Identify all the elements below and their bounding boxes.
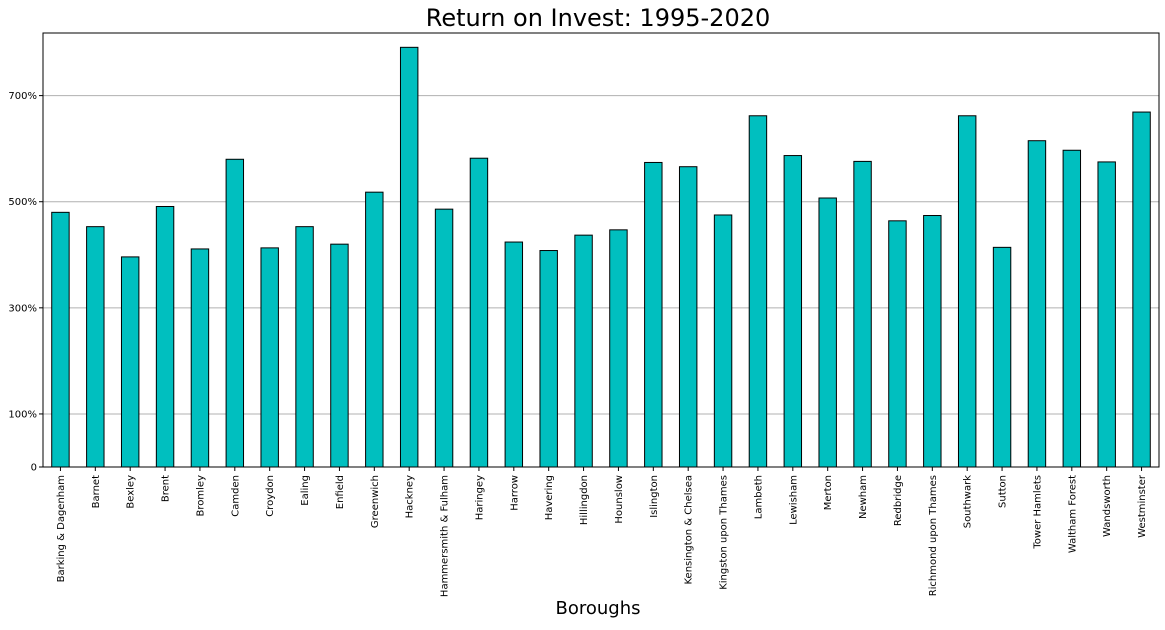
bar	[539, 250, 558, 468]
bar	[86, 226, 105, 468]
x-tick-label: Barking & Dagenham	[56, 475, 67, 582]
bar	[51, 211, 70, 468]
bar	[783, 155, 803, 468]
x-tick-label: Croydon	[265, 475, 276, 517]
y-tick-label: 100%	[8, 409, 37, 420]
y-tick-label: 300%	[8, 303, 37, 314]
x-tick-label: Brent	[161, 475, 172, 502]
bar	[225, 158, 245, 468]
bar	[644, 161, 663, 468]
bar	[574, 234, 593, 468]
x-tick-label: Harrow	[509, 475, 520, 511]
x-tick-label: Haringey	[474, 475, 485, 520]
bar	[888, 220, 907, 468]
x-tick-label: Lewisham	[788, 475, 799, 525]
x-tick-label: Waltham Forest	[1067, 475, 1078, 553]
x-tick-label: Bromley	[195, 475, 206, 517]
x-tick-label: Kensington & Chelsea	[684, 475, 695, 585]
x-tick-label: Southwark	[963, 475, 974, 528]
bar	[330, 243, 349, 468]
bar	[155, 205, 175, 468]
x-tick-label: Greenwich	[370, 475, 381, 528]
x-tick-label: Westminster	[1137, 474, 1148, 538]
bar	[399, 46, 419, 468]
x-tick-label: Kingston upon Thames	[719, 475, 730, 590]
bar	[190, 248, 210, 468]
y-axis-ticks: 0 100% 300% 500% 700%	[8, 91, 43, 474]
bar	[469, 157, 489, 468]
x-tick-label: Hillingdon	[579, 475, 590, 525]
bar	[609, 229, 628, 468]
bar	[713, 214, 733, 468]
x-tick-label: Wandsworth	[1102, 475, 1113, 537]
bar	[992, 246, 1012, 468]
x-tick-label: Hammersmith & Fulham	[440, 475, 451, 597]
x-tick-label: Richmond upon Thames	[928, 475, 939, 596]
bar	[1062, 149, 1082, 468]
y-tick-label: 700%	[8, 91, 37, 102]
x-tick-label: Enfield	[335, 475, 346, 509]
x-tick-label: Camden	[230, 475, 241, 517]
bar	[957, 115, 977, 468]
x-tick-label: Bexley	[126, 475, 137, 509]
bar	[853, 160, 872, 468]
bar	[818, 197, 837, 468]
x-tick-label: Newham	[858, 475, 869, 519]
x-tick-label: Barnet	[91, 475, 102, 508]
x-tick-label: Ealing	[300, 475, 311, 506]
bar	[260, 247, 279, 468]
y-tick-label: 0	[31, 463, 37, 474]
bar	[748, 115, 768, 468]
y-tick-label: 500%	[8, 197, 37, 208]
bar	[923, 215, 942, 468]
x-tick-label: Islington	[649, 475, 660, 518]
bar	[504, 241, 524, 468]
x-tick-label: Havering	[544, 475, 555, 520]
bar	[1027, 140, 1047, 468]
x-tick-label: Sutton	[998, 475, 1009, 508]
bar	[295, 226, 314, 468]
bar	[365, 191, 384, 468]
x-tick-label: Hackney	[405, 475, 416, 518]
bar	[1097, 161, 1116, 468]
x-axis-label: Boroughs	[556, 598, 641, 619]
x-tick-label: Merton	[823, 475, 834, 510]
x-tick-label: Lambeth	[753, 475, 764, 519]
x-tick-label: Tower Hamlets	[1032, 475, 1043, 550]
plot-frame	[42, 32, 1160, 468]
x-axis-ticks: Barking & Dagenham Barnet Bexley Brent Broml…	[56, 467, 1148, 597]
bar	[678, 166, 698, 468]
chart-title: Return on Invest: 1995-2020	[426, 4, 771, 32]
gridlines	[43, 95, 1159, 415]
bar	[120, 256, 140, 468]
bars	[51, 46, 1151, 468]
bar	[1132, 111, 1151, 468]
bar	[434, 208, 454, 468]
x-tick-label: Redbridge	[893, 475, 904, 526]
x-tick-label: Hounslow	[614, 475, 625, 524]
